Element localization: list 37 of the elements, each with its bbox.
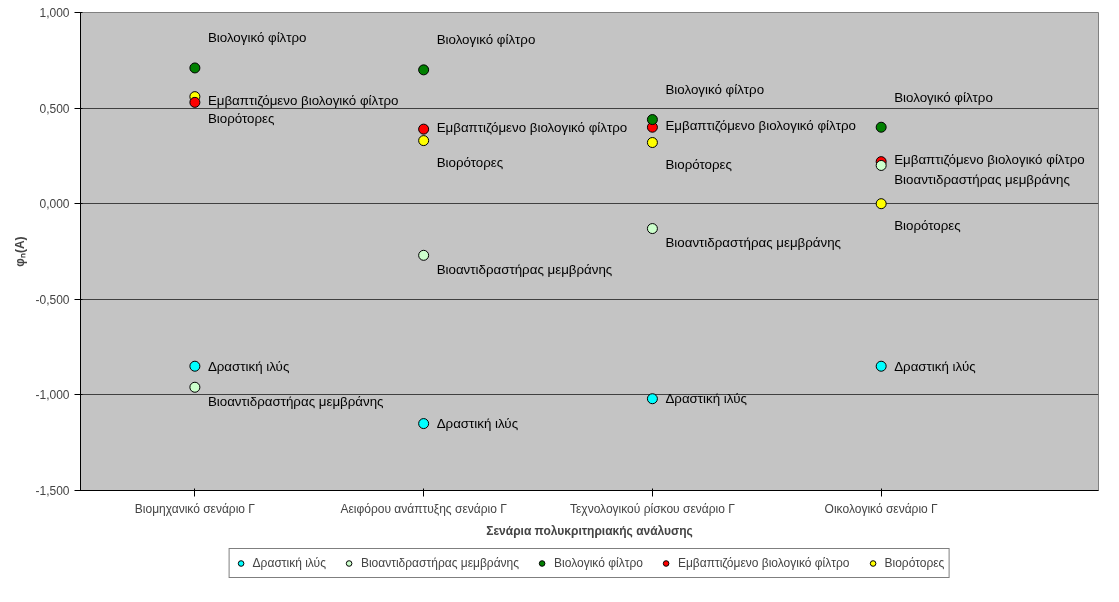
legend-label: Εμβαπτιζόμενο βιολογικό φίλτρο [677,555,850,570]
y-tick-label: 1,000 [39,6,70,20]
text: Βιολογικό φίλτρο [894,89,993,105]
text: Βιοαντιδραστήρας μεμβράνης [665,235,842,251]
legend-label: Δραστική ιλύς [252,555,326,570]
y-tick-label: -1,000 [35,388,70,403]
y-tick-label: -0,500 [35,292,70,307]
text: Βιορότορες [894,218,961,234]
text: Βιοαντιδραστήρας μεμβράνης [436,261,613,277]
text: Δραστική ιλύς [894,358,976,374]
x-tick-label: Τεχνολογικού ρίσκου σενάριο Γ [570,501,736,516]
text: Εμβαπτιζόμενο βιολογικό φίλτρο [436,119,628,135]
legend-label: Βιολογικό φίλτρο [554,555,643,570]
text: Βιολογικό φίλτρο [207,30,307,46]
text: Βιοαντιδραστήρας μεμβράνης [207,393,384,409]
legend-label: Βιοαντιδραστήρας μεμβράνης [360,555,520,570]
text: Δραστική ιλύς [436,416,519,432]
text: Βιορότορες [665,157,732,173]
text: Δραστική ιλύς [207,358,290,374]
text: Εμβαπτιζόμενο βιολογικό φίλτρο [665,117,856,133]
y-tick-label: -1,500 [35,484,70,498]
text: Βιορότορες [436,155,504,171]
text: Βιοαντιδραστήρας μεμβράνης [894,171,1070,187]
x-axis-title: Σενάρια πολυκριτηριακής ανάλυσης [486,523,693,538]
text: Δραστική ιλύς [665,391,747,407]
x-tick-label: Βιομηχανικό σενάριο Γ [134,501,256,516]
text: Εμβαπτιζόμενο βιολογικό φίλτρο [894,152,1085,168]
text: Βιορότορες [207,111,275,127]
y-tick-label: 0,500 [39,101,70,116]
y-axis-title: φₙ(A) [13,236,28,267]
legend-label: Βιορότορες [884,555,945,570]
text: Βιολογικό φίλτρο [436,32,536,48]
x-tick-label: Αειφόρου ανάπτυξης σενάριο Γ [340,501,508,516]
y-tick-label: 0,000 [39,197,70,212]
x-tick-label: Οικολογικό σενάριο Γ [824,501,939,516]
text: Βιολογικό φίλτρο [665,82,765,98]
text: Εμβαπτιζόμενο βιολογικό φίλτρο [207,92,399,108]
